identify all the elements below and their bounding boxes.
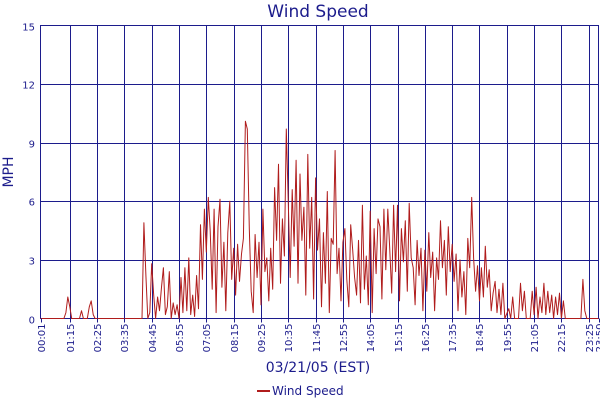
x-tick-label: 23:25 <box>585 324 596 353</box>
y-tick-label: 6 <box>29 198 35 209</box>
x-tick-label: 15:15 <box>394 324 405 353</box>
x-tick-label: 18:45 <box>475 324 486 353</box>
grid-lines <box>40 25 599 319</box>
x-tick-label: 02:25 <box>93 324 104 353</box>
x-axis-label: 03/21/05 (EST) <box>266 360 371 376</box>
wind-speed-series-line <box>40 120 599 319</box>
x-tick-label: 16:25 <box>421 324 432 353</box>
x-tick-label: 10:35 <box>284 324 295 353</box>
x-tick-label: 03:35 <box>120 324 131 353</box>
chart-title: Wind Speed <box>267 2 368 22</box>
x-tick-label: 12:55 <box>339 324 350 353</box>
y-tick-label: 9 <box>29 140 35 151</box>
x-tick-label: 19:55 <box>503 324 514 353</box>
x-tick-label: 11:45 <box>312 324 323 353</box>
y-axis-ticks: 0 3 6 9 12 15 <box>22 23 35 327</box>
legend-label: Wind Speed <box>272 384 344 398</box>
x-tick-label: 09:25 <box>257 324 268 353</box>
x-tick-label: 21:05 <box>530 324 541 353</box>
x-tick-label: 07:05 <box>202 324 213 353</box>
legend: Wind Speed <box>257 384 344 398</box>
x-tick-label: 17:35 <box>448 324 459 353</box>
x-tick-label: 14:05 <box>366 324 377 353</box>
x-tick-label: 01:15 <box>66 324 77 353</box>
y-tick-label: 12 <box>22 81 35 92</box>
y-axis-label: MPH <box>1 156 17 187</box>
y-tick-label: 0 <box>29 316 35 327</box>
x-tick-label: 23:50 <box>595 324 600 353</box>
x-axis-ticks: 00:01 01:15 02:25 03:35 04:45 05:55 07:05 08:15… <box>37 318 600 353</box>
x-tick-label: 22:15 <box>557 324 568 353</box>
y-tick-label: 3 <box>29 257 35 268</box>
x-tick-label: 04:45 <box>148 324 159 353</box>
plot-frame <box>40 25 599 319</box>
x-tick-label: 05:55 <box>175 324 186 353</box>
x-tick-label: 08:15 <box>230 324 241 353</box>
y-tick-label: 15 <box>22 23 35 34</box>
x-tick-label: 00:01 <box>37 324 48 353</box>
